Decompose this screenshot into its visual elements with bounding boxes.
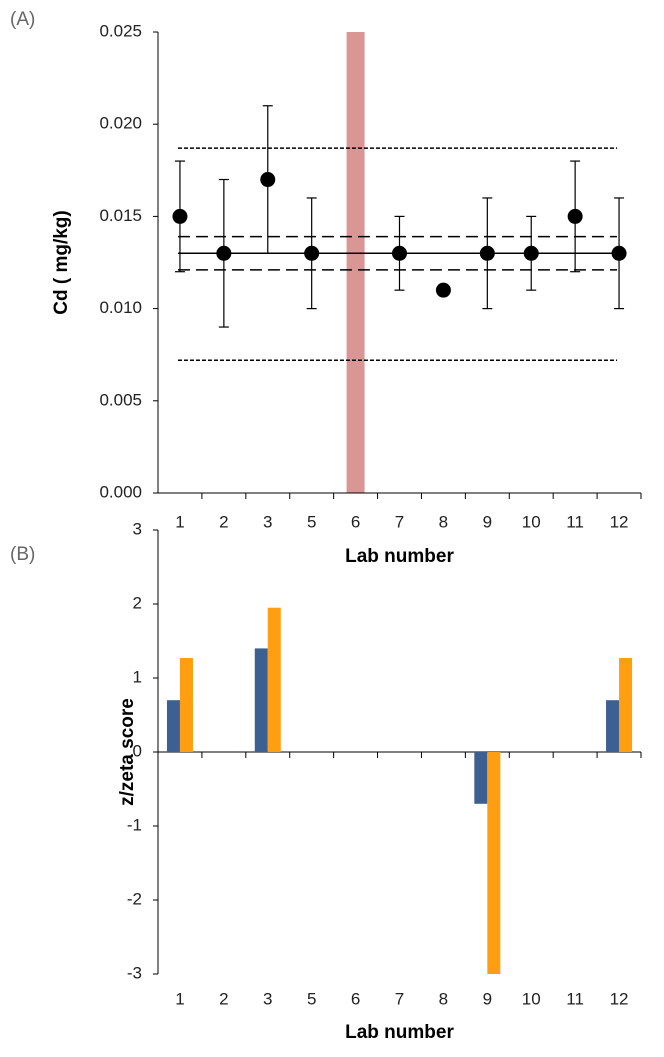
bar bbox=[619, 658, 633, 752]
x-tick-label: 7 bbox=[395, 989, 404, 1008]
y-tick-label: 0.015 bbox=[99, 206, 142, 225]
x-axis-title: Lab number bbox=[345, 1022, 454, 1043]
bar bbox=[474, 752, 488, 804]
bar bbox=[166, 700, 180, 752]
x-tick-label: 10 bbox=[522, 989, 541, 1008]
data-point bbox=[172, 208, 188, 224]
x-tick-label: 10 bbox=[522, 512, 541, 531]
x-tick-label: 2 bbox=[219, 989, 228, 1008]
x-tick-label: 1 bbox=[175, 989, 184, 1008]
x-tick-label: 11 bbox=[566, 989, 584, 1008]
highlight-band bbox=[346, 32, 365, 493]
x-tick-label: 7 bbox=[395, 512, 404, 531]
bar bbox=[179, 658, 193, 752]
y-tick-label: 0.010 bbox=[99, 298, 142, 317]
x-axis-title: Lab number bbox=[345, 546, 454, 567]
y-tick-label: 0.000 bbox=[99, 482, 142, 501]
x-tick-label: 5 bbox=[307, 512, 316, 531]
x-tick-label: 8 bbox=[439, 989, 448, 1008]
data-point bbox=[611, 245, 627, 261]
x-tick-label: 6 bbox=[351, 989, 360, 1008]
y-tick-label: 0.020 bbox=[99, 114, 142, 133]
bar bbox=[606, 700, 620, 752]
panel-label: (A) bbox=[10, 9, 35, 30]
x-tick-label: 3 bbox=[263, 512, 272, 531]
y-axis-title: Cd ( mg/kg) bbox=[51, 210, 72, 315]
data-point bbox=[523, 245, 539, 261]
panel-label: (B) bbox=[10, 544, 35, 565]
x-tick-label: 9 bbox=[483, 989, 492, 1008]
data-point bbox=[567, 208, 583, 224]
x-tick-label: 12 bbox=[610, 989, 629, 1008]
y-tick-label: 2 bbox=[133, 593, 142, 612]
y-tick-label: -2 bbox=[127, 889, 142, 908]
bar bbox=[487, 752, 501, 974]
x-tick-label: 11 bbox=[566, 512, 584, 531]
data-point bbox=[260, 172, 276, 188]
y-tick-label: 3 bbox=[133, 519, 142, 538]
bar bbox=[267, 607, 281, 752]
y-tick-label: 1 bbox=[133, 667, 142, 686]
data-point bbox=[435, 282, 451, 298]
y-tick-label: 0.005 bbox=[99, 390, 142, 409]
bar bbox=[254, 648, 268, 752]
x-tick-label: 8 bbox=[439, 512, 448, 531]
x-tick-label: 9 bbox=[483, 512, 492, 531]
x-tick-label: 2 bbox=[219, 512, 228, 531]
y-tick-label: 0.025 bbox=[99, 21, 142, 40]
y-axis-title: z/zeta score bbox=[117, 698, 138, 806]
data-point bbox=[392, 245, 407, 261]
x-tick-label: 6 bbox=[351, 512, 360, 531]
x-tick-label: 1 bbox=[175, 512, 184, 531]
x-tick-label: 5 bbox=[307, 989, 316, 1008]
y-tick-label: -1 bbox=[127, 815, 142, 834]
x-tick-label: 3 bbox=[263, 989, 272, 1008]
data-point bbox=[304, 245, 320, 261]
data-point bbox=[216, 245, 232, 261]
y-tick-label: 0 bbox=[133, 741, 142, 760]
y-tick-label: -3 bbox=[127, 963, 142, 982]
data-point bbox=[479, 245, 495, 261]
x-tick-label: 12 bbox=[610, 512, 629, 531]
